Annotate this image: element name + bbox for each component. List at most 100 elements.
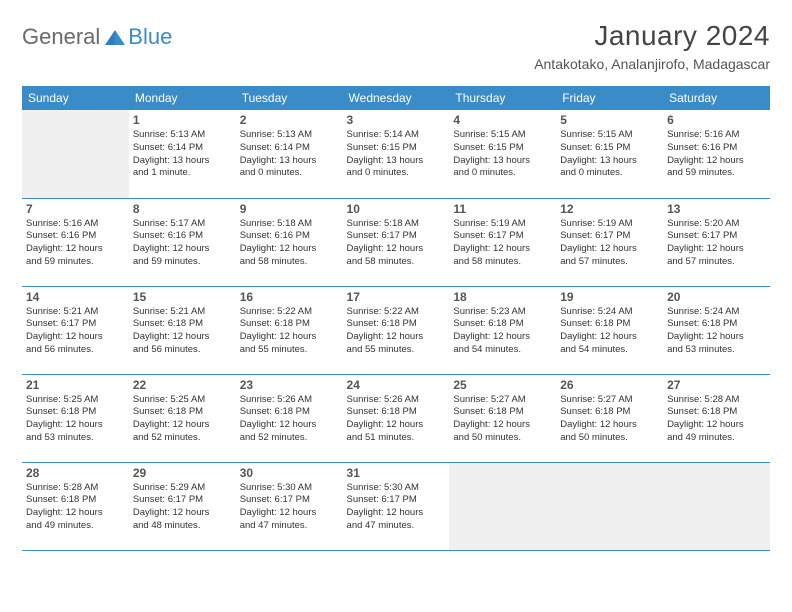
day-cell: 10 Sunrise: 5:18 AMSunset: 6:17 PMDayligh… bbox=[343, 198, 450, 286]
day-cell: 23 Sunrise: 5:26 AMSunset: 6:18 PMDayligh… bbox=[236, 374, 343, 462]
day-number: 18 bbox=[453, 290, 552, 304]
day-cell: 18 Sunrise: 5:23 AMSunset: 6:18 PMDayligh… bbox=[449, 286, 556, 374]
day-cell: 20 Sunrise: 5:24 AMSunset: 6:18 PMDayligh… bbox=[663, 286, 770, 374]
day-number: 21 bbox=[26, 378, 125, 392]
day-info: Sunrise: 5:27 AMSunset: 6:18 PMDaylight:… bbox=[560, 394, 659, 445]
day-cell: 24 Sunrise: 5:26 AMSunset: 6:18 PMDayligh… bbox=[343, 374, 450, 462]
day-cell: 30 Sunrise: 5:30 AMSunset: 6:17 PMDayligh… bbox=[236, 462, 343, 550]
day-info: Sunrise: 5:16 AMSunset: 6:16 PMDaylight:… bbox=[26, 218, 125, 269]
week-row: 28 Sunrise: 5:28 AMSunset: 6:18 PMDayligh… bbox=[22, 462, 770, 550]
day-number: 24 bbox=[347, 378, 446, 392]
header: General Blue January 2024 Antakotako, An… bbox=[22, 20, 770, 80]
day-number: 20 bbox=[667, 290, 766, 304]
day-number: 12 bbox=[560, 202, 659, 216]
day-number: 6 bbox=[667, 113, 766, 127]
weekday-row: SundayMondayTuesdayWednesdayThursdayFrid… bbox=[22, 86, 770, 110]
day-info: Sunrise: 5:18 AMSunset: 6:16 PMDaylight:… bbox=[240, 218, 339, 269]
day-info: Sunrise: 5:28 AMSunset: 6:18 PMDaylight:… bbox=[667, 394, 766, 445]
day-info: Sunrise: 5:15 AMSunset: 6:15 PMDaylight:… bbox=[560, 129, 659, 180]
day-cell: 17 Sunrise: 5:22 AMSunset: 6:18 PMDayligh… bbox=[343, 286, 450, 374]
day-cell: 11 Sunrise: 5:19 AMSunset: 6:17 PMDayligh… bbox=[449, 198, 556, 286]
weekday-header: Sunday bbox=[22, 86, 129, 110]
day-info: Sunrise: 5:25 AMSunset: 6:18 PMDaylight:… bbox=[133, 394, 232, 445]
day-number: 22 bbox=[133, 378, 232, 392]
day-info: Sunrise: 5:28 AMSunset: 6:18 PMDaylight:… bbox=[26, 482, 125, 533]
day-cell: 13Sunrise: 5:20 AMSunset: 6:17 PMDayligh… bbox=[663, 198, 770, 286]
day-number: 26 bbox=[560, 378, 659, 392]
day-info: Sunrise: 5:19 AMSunset: 6:17 PMDaylight:… bbox=[453, 218, 552, 269]
day-cell: 8Sunrise: 5:17 AMSunset: 6:16 PMDaylight… bbox=[129, 198, 236, 286]
day-number: 19 bbox=[560, 290, 659, 304]
day-info: Sunrise: 5:29 AMSunset: 6:17 PMDaylight:… bbox=[133, 482, 232, 533]
day-cell: 9 Sunrise: 5:18 AMSunset: 6:16 PMDaylight… bbox=[236, 198, 343, 286]
day-number: 10 bbox=[347, 202, 446, 216]
day-info: Sunrise: 5:15 AMSunset: 6:15 PMDaylight:… bbox=[453, 129, 552, 180]
day-info: Sunrise: 5:26 AMSunset: 6:18 PMDaylight:… bbox=[240, 394, 339, 445]
day-number: 4 bbox=[453, 113, 552, 127]
day-cell: 29 Sunrise: 5:29 AMSunset: 6:17 PMDayligh… bbox=[129, 462, 236, 550]
day-number: 16 bbox=[240, 290, 339, 304]
day-info: Sunrise: 5:13 AMSunset: 6:14 PMDaylight:… bbox=[240, 129, 339, 180]
day-info: Sunrise: 5:19 AMSunset: 6:17 PMDaylight:… bbox=[560, 218, 659, 269]
day-cell: 1 Sunrise: 5:13 AMSunset: 6:14 PMDaylight… bbox=[129, 110, 236, 198]
day-number: 29 bbox=[133, 466, 232, 480]
day-number: 27 bbox=[667, 378, 766, 392]
day-info: Sunrise: 5:22 AMSunset: 6:18 PMDaylight:… bbox=[347, 306, 446, 357]
day-info: Sunrise: 5:24 AMSunset: 6:18 PMDaylight:… bbox=[667, 306, 766, 357]
day-number: 3 bbox=[347, 113, 446, 127]
day-info: Sunrise: 5:30 AMSunset: 6:17 PMDaylight:… bbox=[240, 482, 339, 533]
calendar-head: SundayMondayTuesdayWednesdayThursdayFrid… bbox=[22, 86, 770, 110]
title-block: January 2024 Antakotako, Analanjirofo, M… bbox=[534, 20, 770, 80]
day-number: 7 bbox=[26, 202, 125, 216]
day-number: 17 bbox=[347, 290, 446, 304]
day-number: 5 bbox=[560, 113, 659, 127]
day-cell: 14Sunrise: 5:21 AMSunset: 6:17 PMDayligh… bbox=[22, 286, 129, 374]
weekday-header: Monday bbox=[129, 86, 236, 110]
day-cell: 27 Sunrise: 5:28 AMSunset: 6:18 PMDayligh… bbox=[663, 374, 770, 462]
day-number: 8 bbox=[133, 202, 232, 216]
day-info: Sunrise: 5:24 AMSunset: 6:18 PMDaylight:… bbox=[560, 306, 659, 357]
day-number: 23 bbox=[240, 378, 339, 392]
day-cell bbox=[556, 462, 663, 550]
week-row: 14Sunrise: 5:21 AMSunset: 6:17 PMDayligh… bbox=[22, 286, 770, 374]
day-cell: 22 Sunrise: 5:25 AMSunset: 6:18 PMDayligh… bbox=[129, 374, 236, 462]
week-row: 1 Sunrise: 5:13 AMSunset: 6:14 PMDaylight… bbox=[22, 110, 770, 198]
day-info: Sunrise: 5:14 AMSunset: 6:15 PMDaylight:… bbox=[347, 129, 446, 180]
calendar-body: 1 Sunrise: 5:13 AMSunset: 6:14 PMDaylight… bbox=[22, 110, 770, 550]
day-info: Sunrise: 5:13 AMSunset: 6:14 PMDaylight:… bbox=[133, 129, 232, 180]
day-info: Sunrise: 5:23 AMSunset: 6:18 PMDaylight:… bbox=[453, 306, 552, 357]
day-cell: 15 Sunrise: 5:21 AMSunset: 6:18 PMDayligh… bbox=[129, 286, 236, 374]
day-number: 9 bbox=[240, 202, 339, 216]
logo-word-2: Blue bbox=[128, 24, 172, 50]
day-cell: 21Sunrise: 5:25 AMSunset: 6:18 PMDayligh… bbox=[22, 374, 129, 462]
day-number: 28 bbox=[26, 466, 125, 480]
logo-word-1: General bbox=[22, 24, 100, 50]
day-number: 13 bbox=[667, 202, 766, 216]
day-number: 2 bbox=[240, 113, 339, 127]
day-number: 30 bbox=[240, 466, 339, 480]
weekday-header: Thursday bbox=[449, 86, 556, 110]
month-title: January 2024 bbox=[534, 20, 770, 52]
weekday-header: Wednesday bbox=[343, 86, 450, 110]
day-cell bbox=[22, 110, 129, 198]
day-cell bbox=[663, 462, 770, 550]
day-info: Sunrise: 5:22 AMSunset: 6:18 PMDaylight:… bbox=[240, 306, 339, 357]
day-number: 15 bbox=[133, 290, 232, 304]
logo-triangle-icon bbox=[104, 28, 126, 46]
day-number: 31 bbox=[347, 466, 446, 480]
day-cell: 4 Sunrise: 5:15 AMSunset: 6:15 PMDaylight… bbox=[449, 110, 556, 198]
day-cell: 26 Sunrise: 5:27 AMSunset: 6:18 PMDayligh… bbox=[556, 374, 663, 462]
day-number: 14 bbox=[26, 290, 125, 304]
day-number: 1 bbox=[133, 113, 232, 127]
week-row: 21 Sunrise: 5:25 AMSunset: 6:18 PMDayligh… bbox=[22, 374, 770, 462]
weekday-header: Saturday bbox=[663, 86, 770, 110]
day-info: Sunrise: 5:21 AMSunset: 6:18 PMDaylight:… bbox=[133, 306, 232, 357]
day-info: Sunrise: 5:18 AMSunset: 6:17 PMDaylight:… bbox=[347, 218, 446, 269]
weekday-header: Tuesday bbox=[236, 86, 343, 110]
day-cell: 25Sunrise: 5:27 AMSunset: 6:18 PMDayligh… bbox=[449, 374, 556, 462]
day-number: 11 bbox=[453, 202, 552, 216]
day-cell: 2 Sunrise: 5:13 AMSunset: 6:14 PMDaylight… bbox=[236, 110, 343, 198]
day-info: Sunrise: 5:26 AMSunset: 6:18 PMDaylight:… bbox=[347, 394, 446, 445]
day-cell: 3 Sunrise: 5:14 AMSunset: 6:15 PMDaylight… bbox=[343, 110, 450, 198]
day-info: Sunrise: 5:30 AMSunset: 6:17 PMDaylight:… bbox=[347, 482, 446, 533]
